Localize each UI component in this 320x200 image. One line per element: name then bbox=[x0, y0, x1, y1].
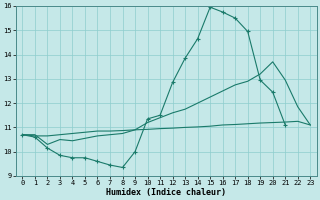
X-axis label: Humidex (Indice chaleur): Humidex (Indice chaleur) bbox=[106, 188, 226, 197]
